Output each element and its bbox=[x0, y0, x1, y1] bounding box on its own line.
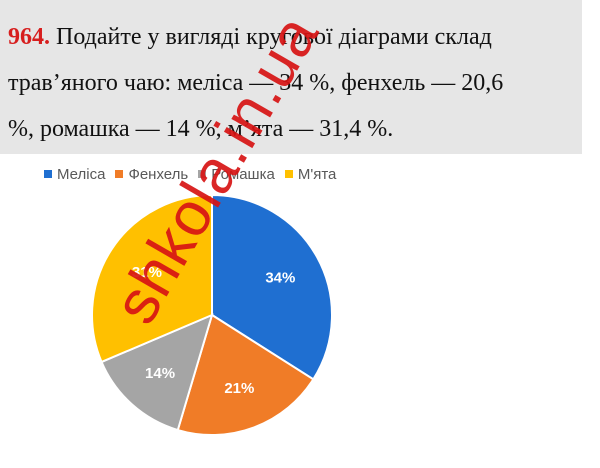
legend-label: Меліса bbox=[57, 165, 106, 183]
legend-item: Ромашка bbox=[198, 166, 275, 183]
slice-data-label: 14% bbox=[145, 365, 175, 382]
problem-line-2: трав’яного чаю: меліса — 34 %, фенхель —… bbox=[8, 70, 504, 96]
slice-data-label: 21% bbox=[224, 380, 254, 397]
legend-swatch bbox=[115, 170, 124, 178]
problem-number: 964. bbox=[8, 24, 50, 50]
problem-text-1: Подайте у вигляді кругової діаграми скла… bbox=[56, 24, 492, 50]
pie-chart: 34% 21% 14% 31% bbox=[91, 193, 333, 436]
problem-line-1: 964. Подайте у вигляді кругової діаграми… bbox=[8, 14, 578, 60]
chart-legend: Меліса Фенхель Ромашка М'ята bbox=[44, 164, 346, 184]
pie-slice bbox=[176, 313, 315, 436]
slice-data-label: 34% bbox=[265, 269, 295, 286]
legend-item: М'ята bbox=[284, 165, 337, 183]
legend-swatch bbox=[198, 170, 207, 178]
slice-data-label: 31% bbox=[132, 264, 162, 281]
legend-label: Фенхель bbox=[128, 165, 189, 183]
legend-label: М'ята bbox=[297, 165, 337, 183]
pie-slice bbox=[100, 313, 214, 432]
problem-line-3: %, ромашка — 14 %, м’ята — 31,4 %. bbox=[8, 116, 394, 142]
legend-item: Меліса bbox=[44, 166, 105, 183]
legend-label: Ромашка bbox=[211, 165, 275, 183]
problem-statement: 964. Подайте у вигляді кругової діаграми… bbox=[0, 0, 582, 154]
pie-slice bbox=[91, 193, 213, 364]
legend-item: Фенхель bbox=[115, 166, 188, 183]
legend-swatch bbox=[44, 170, 52, 178]
legend-swatch bbox=[284, 170, 293, 178]
